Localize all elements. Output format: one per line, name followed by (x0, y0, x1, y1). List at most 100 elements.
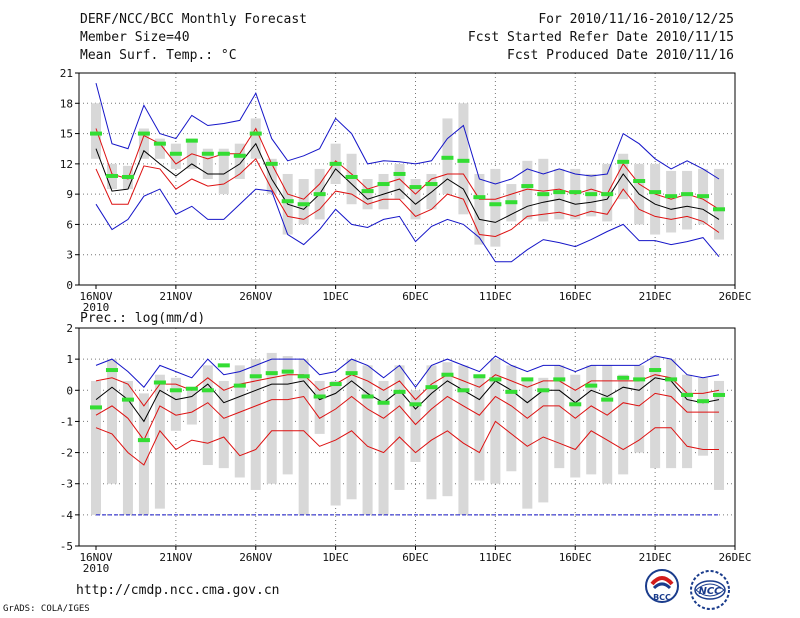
forecast-start-date: Fcst Started Refer Date 2010/11/15 (467, 30, 734, 45)
spread-box (586, 365, 597, 475)
x-tick-label: 26DEC (718, 551, 751, 564)
x-tick-label: 11DEC (479, 290, 512, 303)
y-tick-label: 0 (66, 279, 73, 292)
spread-box (538, 377, 549, 503)
x-tick-label: 16NOV (79, 551, 112, 564)
median-marker (489, 377, 502, 382)
spread-box (442, 362, 453, 497)
x-tick-sublabel: 2010 (83, 301, 110, 314)
median-marker (537, 388, 550, 393)
median-marker (297, 374, 310, 379)
median-marker (633, 179, 646, 184)
y-tick-label: 15 (60, 128, 73, 141)
spread-box (714, 380, 725, 490)
median-marker (681, 392, 694, 397)
median-marker (217, 363, 230, 368)
spread-box (650, 163, 661, 235)
spread-box (458, 103, 469, 215)
spread-box (314, 380, 325, 434)
source-url[interactable]: http://cmdp.ncc.cma.gov.cn (76, 583, 280, 598)
spread-box (122, 380, 133, 515)
median-marker (185, 386, 198, 391)
spread-box (362, 365, 373, 515)
series-lower-line (95, 157, 720, 238)
spread-box (154, 138, 165, 159)
y-tick-label: 18 (60, 97, 73, 110)
median-marker (345, 371, 358, 376)
y-tick-label: 9 (66, 188, 73, 201)
spread-box (218, 148, 229, 195)
x-tick-label: 21NOV (159, 290, 192, 303)
median-marker (585, 192, 598, 197)
spread-box (138, 128, 149, 159)
spread-box (346, 153, 357, 205)
median-marker (585, 383, 598, 388)
median-marker (697, 399, 710, 404)
median-marker (361, 394, 374, 399)
median-marker (617, 159, 630, 164)
median-marker (169, 388, 182, 393)
x-tick-label: 1DEC (322, 290, 349, 303)
spread-box (474, 374, 485, 481)
series-upper-line (95, 374, 720, 407)
plot-frame (78, 327, 736, 547)
median-marker (537, 192, 550, 197)
spread-box (698, 377, 709, 456)
median-marker (249, 131, 262, 136)
median-marker (457, 158, 470, 163)
precip-variable-label: Prec.: log(mm/d) (80, 311, 206, 326)
median-marker (361, 189, 374, 194)
spread-box (410, 179, 421, 220)
spread-box (170, 377, 181, 431)
spread-box (266, 158, 277, 195)
spread-box (250, 359, 261, 490)
median-marker (153, 141, 166, 146)
y-tick-label: 3 (66, 249, 73, 262)
y-tick-label: 2 (66, 322, 73, 335)
median-marker (713, 207, 726, 212)
median-marker (105, 368, 118, 373)
spread-box (714, 168, 725, 240)
median-marker (441, 372, 454, 377)
median-marker (553, 377, 566, 382)
spread-box (666, 359, 677, 469)
spread-box (138, 393, 149, 515)
x-tick-label: 26NOV (239, 290, 272, 303)
spread-box (202, 148, 213, 179)
median-marker (697, 194, 710, 199)
median-marker (265, 371, 278, 376)
median-marker (425, 385, 438, 390)
median-marker (505, 389, 518, 394)
median-marker (265, 161, 278, 166)
y-tick-label: 1 (66, 353, 73, 366)
spread-box (298, 179, 309, 225)
median-marker (713, 392, 726, 397)
x-tick-label: 26DEC (718, 290, 751, 303)
spread-box (666, 170, 677, 233)
spread-box (554, 365, 565, 469)
median-marker (409, 402, 422, 407)
spread-box (282, 356, 293, 475)
median-marker (169, 151, 182, 156)
median-marker (489, 202, 502, 207)
median-marker (377, 400, 390, 405)
spread-box (91, 103, 101, 159)
x-tick-label: 26NOV (239, 551, 272, 564)
y-tick-label: -5 (60, 540, 73, 553)
spread-box (522, 160, 533, 220)
median-marker (569, 190, 582, 195)
median-marker (473, 374, 486, 379)
median-marker (233, 153, 246, 158)
median-marker (90, 405, 102, 410)
y-tick-label: -4 (60, 509, 74, 522)
x-tick-label: 1DEC (322, 551, 349, 564)
series-max-line (95, 82, 720, 185)
member-size: Member Size=40 (80, 30, 190, 45)
series-upper-line (95, 127, 720, 210)
median-marker (457, 388, 470, 393)
spread-box (234, 143, 245, 179)
median-marker (217, 151, 230, 156)
median-marker (473, 195, 486, 200)
